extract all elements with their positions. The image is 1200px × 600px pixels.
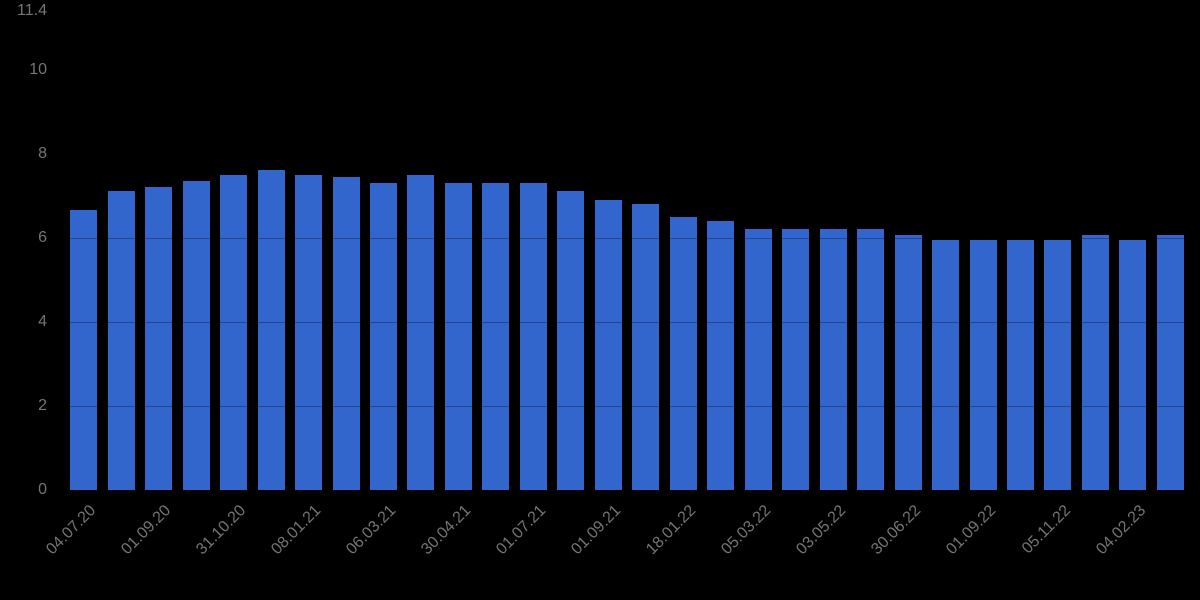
x-axis-tick-label: 01.09.20 [118, 502, 175, 559]
x-axis-tick-label: 30.04.21 [418, 502, 475, 559]
bar [1156, 235, 1184, 490]
x-axis-tick-label: 01.09.21 [568, 502, 625, 559]
x-axis-tick-label: 08.01.21 [268, 502, 325, 559]
bar [107, 191, 135, 490]
x-axis-tick-label: 06.03.21 [343, 502, 400, 559]
bar [1081, 235, 1109, 490]
bar [819, 229, 847, 490]
bar [744, 229, 772, 490]
y-axis-tick-label: 10 [29, 60, 47, 78]
x-axis-tick-label: 05.03.22 [718, 502, 775, 559]
bar [519, 182, 547, 490]
gridline [65, 10, 1189, 12]
x-axis-tick-label: 04.07.20 [43, 502, 100, 559]
bar [969, 239, 997, 490]
bar [782, 229, 810, 490]
gridline [65, 237, 1189, 239]
bar [70, 210, 98, 490]
gridline [65, 405, 1189, 407]
x-axis-tick-label: 05.11.22 [1018, 502, 1074, 558]
bar [557, 191, 585, 490]
y-axis-tick-label: 11.4 [17, 1, 47, 19]
bar [1119, 239, 1147, 490]
x-axis-tick-label: 31.10.20 [193, 502, 250, 559]
y-axis-tick-label: 8 [38, 144, 47, 162]
x-axis-tick-label: 01.07.21 [493, 502, 550, 559]
y-axis-tick-label: 6 [38, 228, 47, 246]
y-axis-tick-label: 0 [38, 480, 47, 498]
bar [669, 216, 697, 490]
bar [182, 180, 210, 490]
bar [295, 174, 323, 490]
x-axis-tick-label: 30.06.22 [868, 502, 925, 559]
gridline [65, 321, 1189, 323]
bar [145, 187, 173, 490]
gridline [65, 69, 1189, 71]
y-axis-tick-label: 2 [38, 396, 47, 414]
gridline [65, 489, 1189, 491]
bar [707, 220, 735, 490]
gridline [65, 153, 1189, 155]
bar [1006, 239, 1034, 490]
x-axis-tick-label: 01.09.22 [942, 502, 1000, 559]
bar [857, 229, 885, 490]
bar [932, 239, 960, 490]
bar [444, 182, 472, 490]
bar [369, 182, 397, 490]
bar [482, 182, 510, 490]
bar [632, 203, 660, 490]
x-axis-tick-label: 04.02.23 [1092, 502, 1149, 559]
bar [594, 199, 622, 490]
x-axis-tick-label: 18.01.22 [643, 502, 700, 559]
bar [407, 174, 435, 490]
bar [894, 235, 922, 490]
bar [257, 170, 285, 490]
bar [220, 174, 248, 490]
y-axis-tick-label: 4 [38, 312, 47, 330]
x-axis-tick-label: 03.05.22 [793, 502, 850, 559]
bar [332, 176, 360, 490]
bar [1044, 239, 1072, 490]
